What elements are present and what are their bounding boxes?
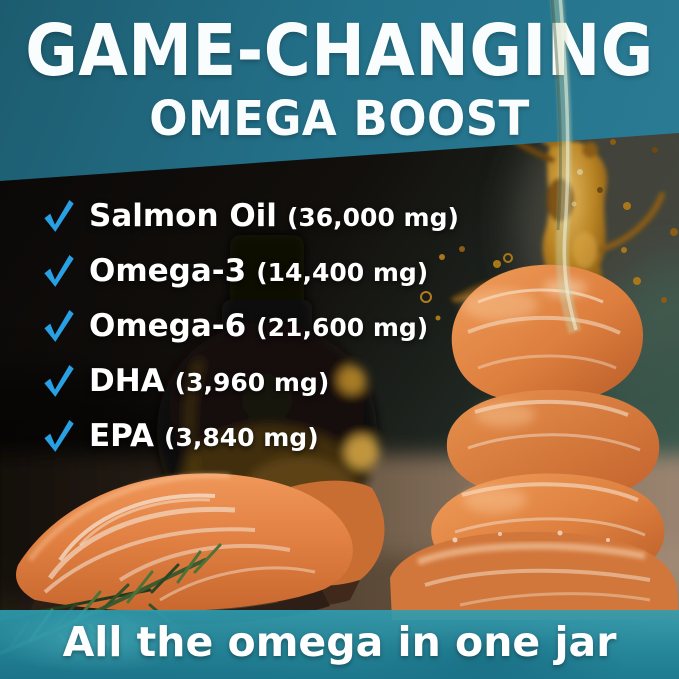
benefit-row-salmon-oil: Salmon Oil (36,000 mg) bbox=[44, 194, 459, 237]
page-subtitle: OMEGA BOOST bbox=[149, 90, 530, 147]
benefit-row-epa: EPA (3,840 mg) bbox=[44, 414, 459, 457]
bottom-banner: All the omega in one jar bbox=[0, 610, 679, 679]
benefit-row-omega-6: Omega-6 (21,600 mg) bbox=[44, 304, 459, 347]
benefit-label: Omega-6 bbox=[89, 307, 247, 344]
salmon-stack bbox=[390, 264, 679, 622]
benefit-label: EPA bbox=[89, 417, 155, 454]
benefit-amount: (3,840 mg) bbox=[164, 422, 319, 452]
benefit-amount: (3,960 mg) bbox=[174, 367, 330, 397]
benefit-row-omega-3: Omega-3 (14,400 mg) bbox=[44, 249, 459, 292]
check-icon bbox=[44, 310, 74, 342]
benefit-label: DHA bbox=[89, 362, 165, 399]
check-icon bbox=[44, 200, 74, 232]
check-icon bbox=[44, 420, 74, 452]
benefit-amount: (21,600 mg) bbox=[256, 312, 429, 342]
check-icon bbox=[44, 255, 74, 287]
benefit-amount: (14,400 mg) bbox=[256, 257, 429, 287]
benefit-amount: (36,000 mg) bbox=[286, 202, 459, 232]
check-icon bbox=[44, 365, 74, 397]
benefits-list: Salmon Oil (36,000 mg) Omega-3 (14,400 mg)… bbox=[44, 194, 459, 457]
benefit-label: Salmon Oil bbox=[89, 197, 277, 234]
page-title: GAME-CHANGING bbox=[25, 10, 654, 93]
benefit-label: Omega-3 bbox=[89, 252, 247, 289]
tagline: All the omega in one jar bbox=[62, 618, 617, 666]
benefit-row-dha: DHA (3,960 mg) bbox=[44, 359, 459, 402]
